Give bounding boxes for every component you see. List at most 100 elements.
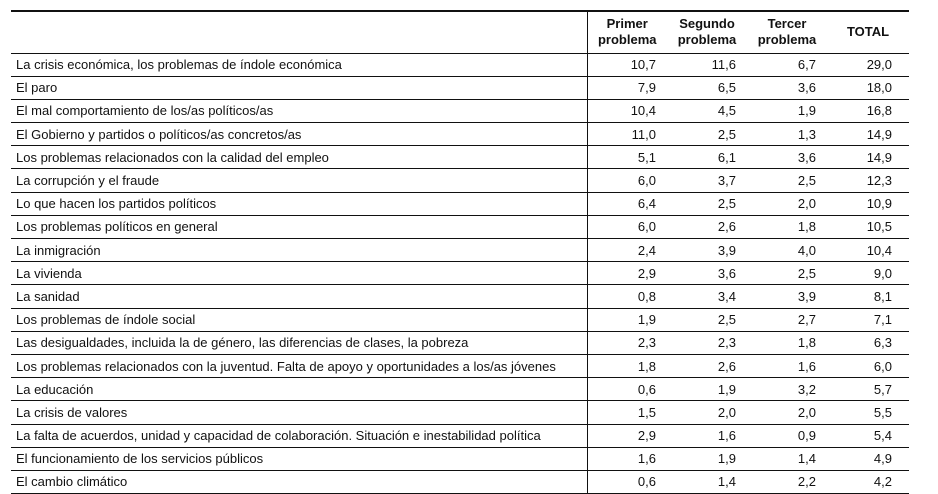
cell-tercer: 1,8 — [797, 219, 816, 235]
row-label: Lo que hacen los partidos políticos — [11, 192, 588, 216]
cell-total: 9,0 — [873, 265, 892, 281]
cell-segundo: 3,6 — [717, 265, 736, 281]
cell-primer: 10,4 — [630, 103, 656, 119]
header-primer: Primer problema — [587, 11, 667, 53]
row-label: El paro — [11, 76, 588, 100]
row-label: Los problemas de índole social — [11, 308, 588, 332]
problems-table: Primer problema Segundo problema Tercer … — [11, 10, 909, 494]
cell-primer: 2,9 — [637, 428, 656, 444]
table-row: El paro 7,9 6,5 3,6 18,0 — [11, 76, 909, 100]
cell-segundo: 2,5 — [717, 196, 736, 212]
table-row: El funcionamiento de los servicios públi… — [11, 447, 909, 471]
row-label: El funcionamiento de los servicios públi… — [11, 447, 588, 471]
cell-segundo: 2,5 — [717, 126, 736, 142]
cell-primer: 0,8 — [637, 288, 656, 304]
row-label: La falta de acuerdos, unidad y capacidad… — [11, 424, 588, 448]
cell-tercer: 1,4 — [797, 451, 816, 467]
cell-tercer: 2,0 — [797, 404, 816, 420]
table-row: Lo que hacen los partidos políticos 6,4 2,… — [11, 192, 909, 216]
row-label: Los problemas relacionados con la calida… — [11, 145, 588, 169]
cell-total: 18,0 — [866, 80, 892, 96]
cell-segundo: 3,4 — [717, 288, 736, 304]
cell-tercer: 4,0 — [797, 242, 816, 258]
row-label: La inmigración — [11, 238, 588, 262]
header-segundo-line1: Segundo — [679, 16, 735, 32]
cell-total: 14,9 — [866, 149, 892, 165]
cell-tercer: 3,6 — [797, 149, 816, 165]
cell-total: 16,8 — [866, 103, 892, 119]
cell-segundo: 3,9 — [717, 242, 736, 258]
cell-segundo: 2,3 — [717, 335, 736, 351]
row-label: El cambio climático — [11, 470, 588, 494]
row-label: Los problemas relacionados con la juvent… — [11, 354, 588, 378]
table-row: La vivienda 2,9 3,6 2,5 9,0 — [11, 261, 909, 285]
cell-tercer: 2,5 — [797, 173, 816, 189]
header-total: TOTAL — [846, 24, 890, 40]
table-row: La crisis económica, los problemas de ín… — [11, 53, 909, 77]
row-label: La educación — [11, 377, 588, 401]
cell-primer: 2,4 — [637, 242, 656, 258]
table-body: La crisis económica, los problemas de ín… — [11, 53, 909, 494]
row-label: La vivienda — [11, 261, 588, 285]
cell-primer: 1,5 — [637, 404, 656, 420]
cell-primer: 11,0 — [631, 126, 656, 142]
cell-tercer: 2,2 — [797, 474, 816, 490]
cell-tercer: 6,7 — [797, 57, 816, 73]
table-row: Las desigualdades, incluida la de género… — [11, 331, 909, 355]
table-header: Primer problema Segundo problema Tercer … — [11, 11, 909, 53]
cell-tercer: 2,5 — [797, 265, 816, 281]
table-row: Los problemas relacionados con la juvent… — [11, 354, 909, 378]
header-tercer: Tercer problema — [747, 11, 827, 53]
cell-tercer: 1,6 — [797, 358, 816, 374]
cell-primer: 0,6 — [637, 381, 656, 397]
cell-primer: 1,6 — [637, 451, 656, 467]
row-label: La corrupción y el fraude — [11, 168, 588, 193]
header-label-empty — [11, 11, 588, 53]
cell-primer: 6,4 — [637, 196, 656, 212]
table-row: El Gobierno y partidos o políticos/as co… — [11, 122, 909, 146]
cell-total: 10,4 — [866, 242, 892, 258]
cell-total: 5,4 — [873, 428, 892, 444]
row-label: El mal comportamiento de los/as político… — [11, 99, 588, 123]
cell-primer: 6,0 — [637, 219, 656, 235]
cell-total: 4,2 — [873, 474, 892, 490]
header-row: Primer problema Segundo problema Tercer … — [11, 11, 909, 53]
cell-primer: 1,8 — [637, 358, 656, 374]
cell-segundo: 1,9 — [717, 381, 736, 397]
cell-tercer: 0,9 — [797, 428, 816, 444]
cell-segundo: 2,6 — [717, 219, 736, 235]
row-label: Las desigualdades, incluida la de género… — [11, 331, 588, 355]
cell-tercer: 3,6 — [797, 80, 816, 96]
cell-segundo: 2,5 — [717, 312, 736, 328]
cell-tercer: 2,0 — [797, 196, 816, 212]
cell-primer: 0,6 — [637, 474, 656, 490]
table-row: La falta de acuerdos, unidad y capacidad… — [11, 424, 909, 448]
row-label: Los problemas políticos en general — [11, 215, 588, 239]
cell-total: 29,0 — [866, 57, 892, 73]
table-row: La crisis de valores 1,5 2,0 2,0 5,5 — [11, 400, 909, 424]
cell-segundo: 6,5 — [717, 80, 736, 96]
header-tercer-line1: Tercer — [767, 16, 807, 32]
cell-segundo: 11,6 — [711, 57, 736, 73]
cell-total: 5,5 — [873, 404, 892, 420]
cell-segundo: 1,6 — [717, 428, 736, 444]
cell-primer: 2,9 — [637, 265, 656, 281]
cell-total: 7,1 — [873, 312, 892, 328]
cell-segundo: 3,7 — [717, 173, 736, 189]
cell-total: 6,3 — [873, 335, 892, 351]
cell-tercer: 1,9 — [797, 103, 816, 119]
cell-total: 14,9 — [866, 126, 892, 142]
cell-total: 12,3 — [866, 173, 892, 189]
row-label: La crisis de valores — [11, 400, 588, 424]
row-label: El Gobierno y partidos o políticos/as co… — [11, 122, 588, 146]
table-row: El cambio climático 0,6 1,4 2,2 4,2 — [11, 470, 909, 494]
cell-primer: 7,9 — [637, 80, 656, 96]
row-label: La sanidad — [11, 284, 588, 309]
cell-segundo: 4,5 — [717, 103, 736, 119]
table-row: Los problemas relacionados con la calida… — [11, 145, 909, 169]
table-row: El mal comportamiento de los/as político… — [11, 99, 909, 123]
header-segundo-line2: problema — [677, 32, 737, 48]
cell-total: 4,9 — [873, 451, 892, 467]
problems-table-container: Primer problema Segundo problema Tercer … — [11, 10, 909, 494]
cell-segundo: 2,0 — [717, 404, 736, 420]
